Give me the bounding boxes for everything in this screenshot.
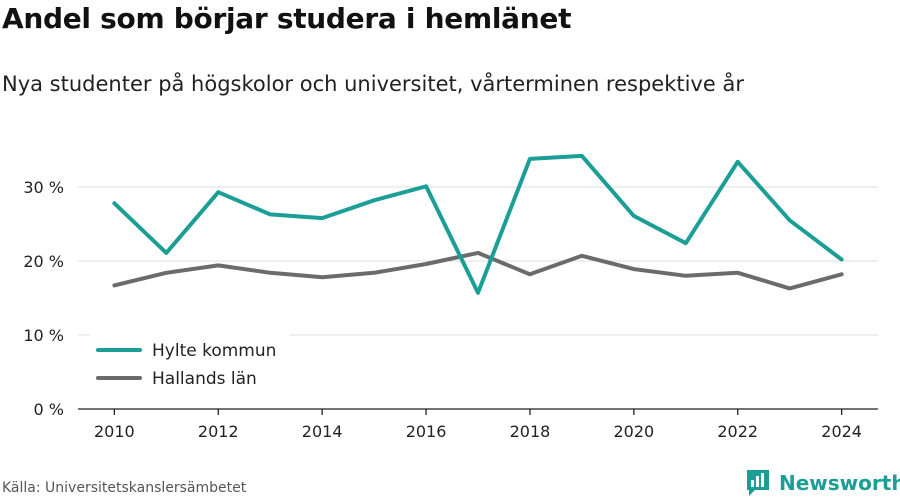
x-tick-label: 2020 bbox=[613, 422, 654, 441]
series-line bbox=[112, 250, 844, 291]
x-tick-label: 2024 bbox=[821, 422, 862, 441]
legend-background bbox=[90, 330, 290, 396]
y-tick-label: 10 % bbox=[23, 326, 64, 345]
x-tick-label: 2016 bbox=[406, 422, 447, 441]
x-tick-label: 2018 bbox=[510, 422, 551, 441]
series-line bbox=[112, 153, 844, 295]
x-tick-label: 2012 bbox=[198, 422, 239, 441]
legend-label: Hallands län bbox=[152, 369, 257, 389]
brand[interactable]: Newsworthy bbox=[745, 468, 900, 498]
source-note: Källa: Universitetskanslersämbetet bbox=[2, 480, 247, 496]
x-tick-label: 2014 bbox=[302, 422, 343, 441]
brand-name: Newsworthy bbox=[779, 471, 900, 495]
y-tick-label: 30 % bbox=[23, 178, 64, 197]
legend-label: Hylte kommun bbox=[152, 341, 276, 361]
newsworthy-logo-icon bbox=[747, 470, 769, 496]
line-chart: 0 % 10 % 20 % 30 % 2010 2012 2014 2016 2018 2020 2… bbox=[23, 153, 878, 441]
chart-subtitle: Nya studenter på högskolor och universit… bbox=[2, 72, 744, 96]
chart-title: Andel som börjar studera i hemlänet bbox=[2, 2, 572, 35]
x-tick-label: 2010 bbox=[94, 422, 135, 441]
y-tick-label: 20 % bbox=[23, 252, 64, 271]
y-tick-label: 0 % bbox=[34, 400, 64, 419]
x-tick-label: 2022 bbox=[717, 422, 758, 441]
